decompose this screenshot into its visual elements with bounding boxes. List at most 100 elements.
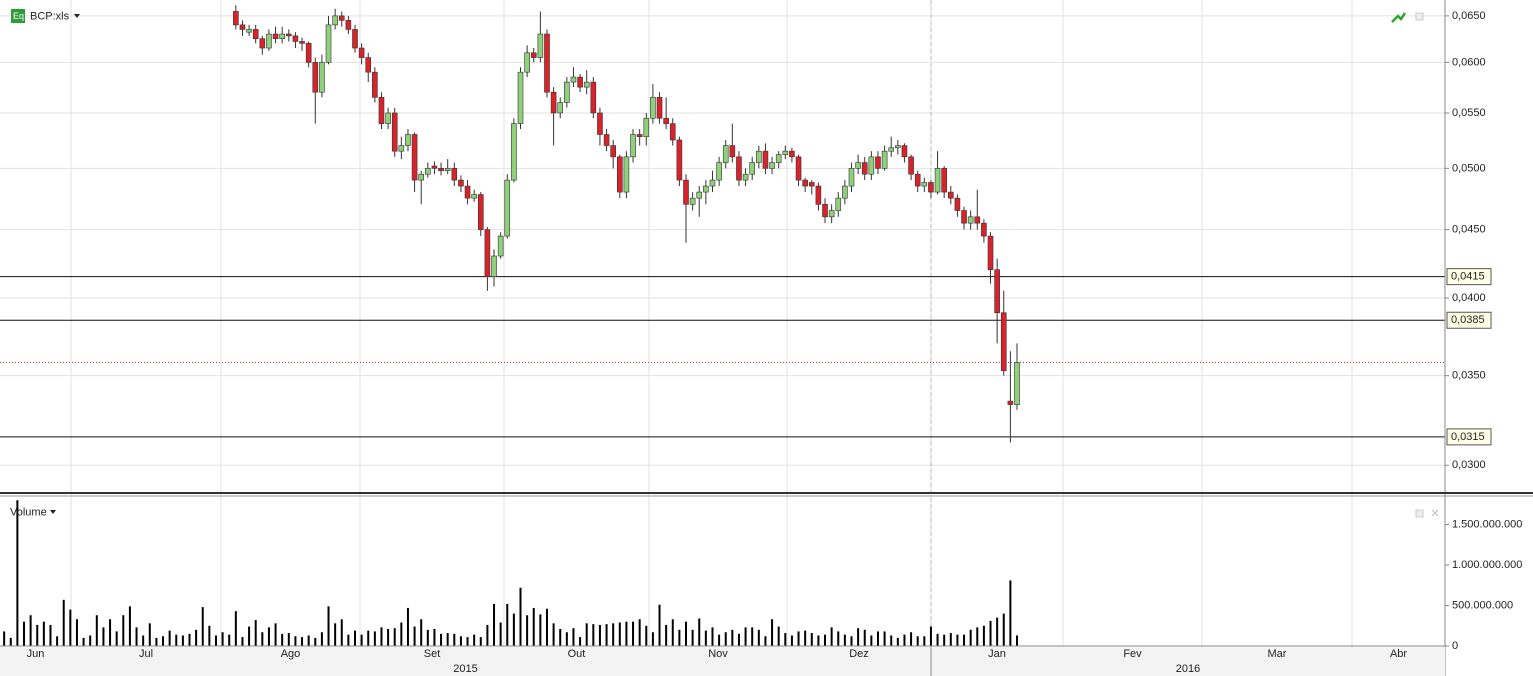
- y-tick-label: 0,0400: [1452, 292, 1486, 304]
- instrument-icon-glyph: Eq: [13, 11, 24, 21]
- candle-body: [650, 97, 656, 119]
- x-tick-label: Jul: [139, 648, 153, 660]
- candle-body: [577, 76, 583, 88]
- candle-body: [762, 150, 769, 169]
- volume-bar: [413, 626, 416, 646]
- volume-bar: [777, 626, 780, 646]
- candle-body: [405, 134, 411, 146]
- candle-body: [557, 102, 564, 114]
- volume-bar: [95, 615, 98, 646]
- y-tick-label: 1.000.000.000: [1452, 559, 1522, 571]
- volume-bar: [790, 635, 793, 646]
- volume-bar: [963, 634, 966, 646]
- volume-bar: [698, 618, 701, 646]
- chart-title[interactable]: BCP:xls: [30, 10, 70, 22]
- volume-bar: [473, 634, 476, 646]
- candle-body: [703, 185, 709, 193]
- x-tick-label: Out: [568, 648, 586, 660]
- volume-bar: [3, 631, 6, 646]
- volume-bar: [221, 632, 224, 646]
- candle-body: [484, 229, 491, 277]
- candle-body: [921, 182, 928, 187]
- window-button[interactable]: [1415, 509, 1424, 518]
- candle-body: [623, 156, 630, 193]
- volume-bar: [29, 615, 32, 646]
- candle-body: [736, 156, 742, 181]
- volume-bar: [241, 637, 244, 646]
- candle-body: [458, 179, 464, 187]
- volume-header[interactable]: Volume: [10, 506, 56, 518]
- volume-bar: [479, 637, 482, 646]
- volume-bar: [195, 629, 198, 646]
- volume-bar: [771, 619, 774, 646]
- candle-body: [1007, 400, 1014, 405]
- candle-body: [828, 210, 835, 218]
- volume-bar: [923, 636, 926, 646]
- volume-bar: [539, 614, 542, 646]
- volume-bar: [254, 620, 257, 646]
- volume-bar: [162, 636, 165, 646]
- volume-pane: [3, 500, 1018, 646]
- volume-bar: [632, 621, 635, 646]
- volume-bar: [565, 632, 568, 646]
- candle-body: [961, 210, 967, 224]
- candle-body: [597, 112, 603, 135]
- volume-bar: [301, 637, 304, 646]
- volume-bar: [287, 633, 290, 646]
- volume-bar: [69, 609, 72, 646]
- volume-bar: [638, 619, 641, 646]
- volume-bar: [651, 632, 654, 646]
- candle-body: [491, 255, 497, 277]
- volume-bar: [751, 627, 754, 646]
- dropdown-arrow[interactable]: [74, 14, 80, 18]
- grid: [0, 0, 1445, 660]
- volume-bar: [459, 636, 462, 646]
- volume-title[interactable]: Volume: [10, 506, 47, 518]
- volume-bar: [148, 623, 151, 646]
- candle-body: [795, 156, 802, 181]
- x-tick-label: Mar: [1268, 648, 1287, 660]
- x-tick-label: Ago: [281, 648, 301, 660]
- candle-body: [749, 162, 756, 175]
- close-button[interactable]: [1431, 509, 1439, 517]
- volume-bar: [400, 622, 403, 646]
- volume-bar: [519, 587, 522, 646]
- candle-body: [756, 150, 762, 163]
- candle-body: [517, 71, 524, 124]
- header[interactable]: Eq BCP:xls: [11, 9, 80, 23]
- candle-body: [676, 139, 683, 181]
- volume-bar: [466, 637, 469, 646]
- volume-bar: [830, 627, 833, 646]
- x-tick-label: Jun: [27, 648, 45, 660]
- dropdown-arrow[interactable]: [50, 510, 56, 514]
- volume-bar: [658, 604, 661, 646]
- volume-bar: [175, 634, 178, 646]
- candle-body: [947, 191, 954, 199]
- volume-bar: [327, 606, 330, 646]
- candle-body: [928, 182, 934, 193]
- volume-bar: [373, 631, 376, 646]
- volume-bar: [109, 619, 112, 646]
- candle-body: [246, 29, 252, 33]
- candle-body: [689, 197, 696, 205]
- volume-bar: [23, 621, 25, 646]
- trend-icon[interactable]: [1391, 12, 1407, 23]
- candle-body: [398, 145, 405, 152]
- window-button[interactable]: [1415, 12, 1424, 21]
- y-tick-label: 0,0300: [1452, 459, 1486, 471]
- volume-bar: [128, 606, 131, 646]
- y-tick-label: 1.500.000.000: [1452, 518, 1522, 530]
- volume-bar: [685, 621, 687, 646]
- volume-bar: [49, 624, 52, 646]
- candle-body: [610, 145, 616, 158]
- volume-bar: [188, 633, 191, 646]
- year-label: 2015: [453, 663, 477, 675]
- candle-body: [822, 204, 828, 218]
- candle-body: [325, 24, 332, 63]
- candle-body: [272, 33, 279, 39]
- y-tick-label: 0,0500: [1452, 162, 1486, 174]
- volume-bar: [876, 631, 879, 646]
- candle-body: [941, 168, 947, 193]
- candle-body: [332, 15, 338, 26]
